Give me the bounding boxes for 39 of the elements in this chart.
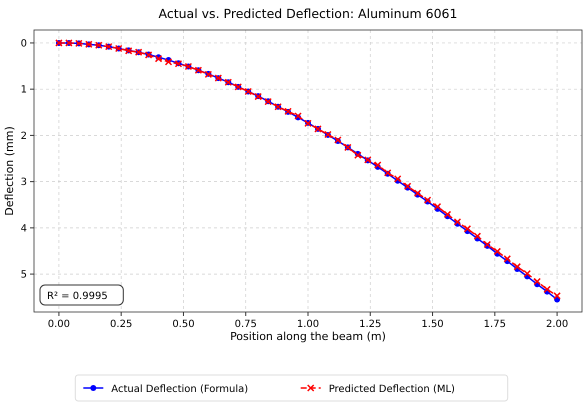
point — [553, 292, 561, 300]
y-tick-label: 2 — [20, 130, 27, 142]
x-tick-label: 2.00 — [546, 319, 568, 330]
chart-title: Actual vs. Predicted Deflection: Aluminum 6061 — [158, 6, 458, 21]
y-tick-label: 0 — [20, 38, 27, 50]
point — [474, 232, 482, 240]
point — [424, 196, 432, 204]
y-axis-title: Deflection (mm) — [3, 126, 16, 216]
x-tick-label: 0.00 — [48, 319, 70, 330]
point — [164, 58, 172, 66]
point — [504, 255, 512, 263]
y-tick-label: 3 — [20, 177, 27, 188]
point — [444, 210, 452, 218]
annotation: R² = 0.9995 — [47, 291, 108, 302]
point — [543, 286, 551, 294]
x-tick-label: 0.50 — [172, 319, 195, 330]
point — [454, 218, 462, 226]
x-tick-label: 0.75 — [234, 319, 257, 330]
y-tick-label: 1 — [20, 84, 27, 96]
y-tick-label: 4 — [20, 223, 27, 234]
x-tick-label: 1.75 — [484, 319, 506, 330]
point — [414, 189, 422, 197]
x-tick-label: 1.25 — [359, 319, 382, 330]
point — [533, 278, 541, 286]
legend-label: Predicted Deflection (ML) — [328, 384, 456, 395]
x-axis-title: Position along the beam (m) — [230, 330, 386, 343]
x-tick-label: 0.25 — [110, 319, 132, 330]
point — [494, 248, 502, 256]
x-tick-label: 1.00 — [296, 319, 320, 330]
y-tick-label: 5 — [20, 270, 27, 281]
legend-label: Actual Deflection (Formula) — [111, 384, 248, 395]
point — [523, 270, 531, 278]
point — [434, 202, 442, 210]
point — [354, 152, 362, 160]
point — [394, 175, 402, 183]
point — [464, 225, 472, 233]
point — [374, 161, 382, 169]
x-tick-label: 1.50 — [421, 319, 444, 330]
point — [513, 262, 521, 270]
